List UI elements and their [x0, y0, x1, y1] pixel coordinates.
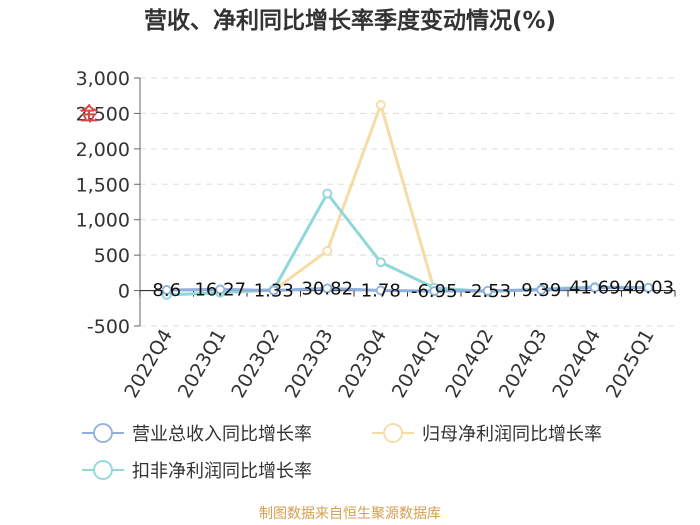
data-point[interactable] — [643, 282, 654, 293]
brand-logo: 金 — [79, 103, 99, 125]
data-point[interactable] — [215, 284, 226, 295]
legend-marker — [383, 423, 403, 443]
x-tick-label: 2023Q1 — [174, 326, 231, 402]
legend-label: 归母净利润同比增长率 — [422, 424, 602, 445]
y-tick-label: 0 — [118, 281, 130, 303]
x-tick-label: 2024Q1 — [388, 326, 445, 402]
x-tick-label: 2025Q1 — [602, 326, 659, 402]
x-tick-label: 2024Q3 — [495, 326, 552, 402]
data-label: 40.03 — [622, 278, 674, 299]
x-tick-label: 2023Q3 — [281, 326, 338, 402]
data-point[interactable] — [322, 188, 333, 199]
data-label: 30.82 — [301, 278, 353, 299]
x-tick-label: 2024Q2 — [441, 326, 498, 402]
data-label: 1.33 — [254, 280, 294, 301]
y-tick-label: 1,500 — [76, 174, 130, 196]
y-tick-label: 1,000 — [76, 210, 130, 232]
legend-label: 扣非净利润同比增长率 — [132, 461, 312, 482]
legend-item[interactable]: 归母净利润同比增长率 — [372, 423, 602, 445]
data-label: -6.95 — [411, 281, 458, 302]
data-point[interactable] — [375, 257, 386, 268]
y-tick-label: -500 — [87, 316, 130, 338]
data-labels: 8.6 16.27 1.33 30.82 1.78 -6.95 -2.53 9.39 41.69… — [152, 278, 674, 302]
series-line — [166, 286, 649, 293]
logo-text: 金 — [79, 103, 99, 125]
data-label: 8.6 — [152, 280, 181, 301]
data-label: 1.78 — [361, 280, 401, 301]
chart-title: 营收、净利同比增长率季度变动情况(%) — [144, 7, 556, 34]
source-note: 制图数据来自恒生聚源数据库 — [259, 506, 441, 522]
grid-lines — [140, 77, 675, 327]
data-point[interactable] — [268, 285, 279, 296]
data-point[interactable] — [161, 285, 172, 295]
x-tick-label: 2023Q4 — [334, 326, 391, 402]
data-label: 16.27 — [194, 279, 246, 300]
data-point[interactable] — [482, 285, 493, 296]
data-point[interactable] — [429, 286, 440, 296]
series-line — [166, 103, 649, 297]
data-label: 9.39 — [521, 280, 561, 301]
y-tick-label: 2,500 — [76, 103, 130, 125]
y-tick-label: 500 — [94, 245, 130, 267]
data-label: -2.53 — [464, 281, 511, 302]
data-point[interactable] — [322, 245, 333, 256]
legend-item[interactable]: 营业总收入同比增长率 — [82, 423, 312, 445]
y-tick-label: 2,000 — [76, 139, 130, 161]
legend-label: 营业总收入同比增长率 — [132, 424, 312, 445]
legend-marker — [93, 423, 113, 443]
data-point[interactable] — [375, 285, 386, 296]
data-point[interactable] — [322, 283, 333, 294]
x-tick-label: 2023Q2 — [227, 326, 284, 402]
series-lines — [161, 100, 654, 300]
legend-marker — [93, 460, 113, 480]
data-point[interactable] — [536, 285, 547, 295]
legend-item[interactable]: 扣非净利润同比增长率 — [82, 460, 312, 482]
data-point[interactable] — [375, 100, 386, 110]
y-tick-label: 3,000 — [76, 68, 130, 90]
data-label: 41.69 — [569, 278, 621, 299]
x-tick-label: 2024Q4 — [548, 326, 605, 402]
data-point[interactable] — [589, 282, 600, 293]
